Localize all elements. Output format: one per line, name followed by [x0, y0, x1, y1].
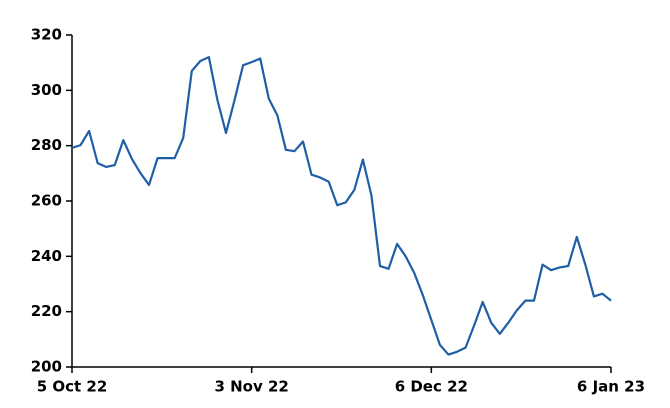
line-series — [71, 56, 612, 356]
y-tick-label: 200 — [31, 358, 62, 376]
y-tick-label: 240 — [31, 247, 62, 265]
x-tick-label: 5 Oct 22 — [37, 378, 108, 396]
x-tick-label: 6 Dec 22 — [395, 378, 468, 396]
y-tick-label: 220 — [31, 302, 62, 320]
x-tick-label: 3 Nov 22 — [214, 378, 288, 396]
y-tick-label: 320 — [31, 26, 62, 44]
x-tick-label: 6 Jan 23 — [577, 378, 645, 396]
y-tick-label: 260 — [31, 192, 62, 210]
y-tick-label: 280 — [31, 136, 62, 154]
y-tick-label: 300 — [31, 81, 62, 99]
